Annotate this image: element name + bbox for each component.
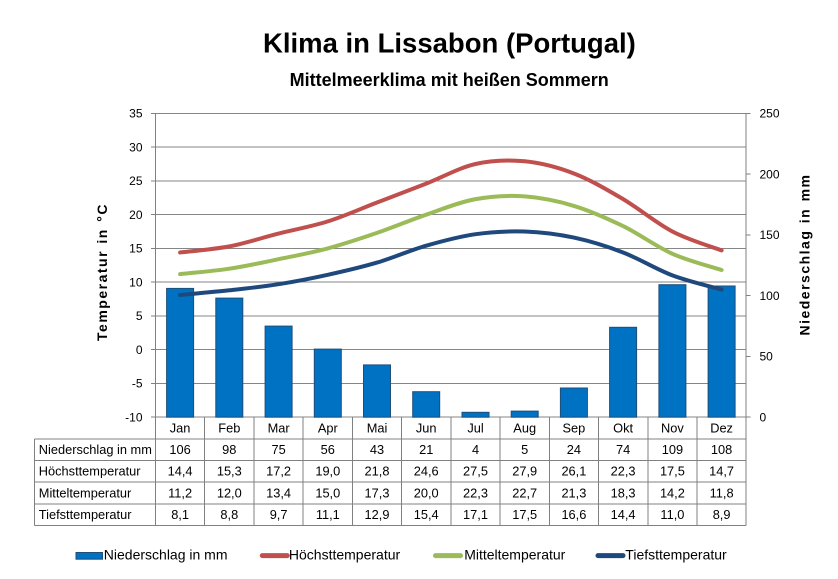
svg-text:150: 150 — [760, 228, 780, 242]
svg-text:15: 15 — [129, 242, 143, 256]
svg-text:Niederschlag in mm: Niederschlag in mm — [39, 442, 152, 457]
svg-text:Tiefsttemperatur: Tiefsttemperatur — [625, 547, 727, 563]
svg-text:Klima in Lissabon (Portugal): Klima in Lissabon (Portugal) — [263, 28, 636, 59]
svg-text:Mitteltemperatur: Mitteltemperatur — [39, 485, 132, 500]
svg-text:Niederschlag in mm: Niederschlag in mm — [797, 173, 813, 335]
svg-text:106: 106 — [169, 442, 190, 457]
svg-text:11,2: 11,2 — [168, 485, 192, 500]
svg-text:Apr: Apr — [318, 420, 339, 435]
svg-text:Nov: Nov — [661, 420, 684, 435]
svg-text:13,4: 13,4 — [266, 485, 291, 500]
svg-text:-10: -10 — [125, 411, 143, 425]
svg-text:12,0: 12,0 — [217, 485, 242, 500]
svg-text:74: 74 — [616, 442, 630, 457]
svg-text:Temperatur in °C: Temperatur in °C — [94, 203, 110, 341]
svg-text:21,8: 21,8 — [365, 464, 390, 479]
svg-text:50: 50 — [760, 350, 774, 364]
svg-text:15,3: 15,3 — [217, 464, 242, 479]
svg-text:11,0: 11,0 — [660, 507, 684, 522]
svg-text:25: 25 — [129, 174, 143, 188]
svg-text:56: 56 — [321, 442, 335, 457]
svg-text:100: 100 — [760, 289, 780, 303]
svg-text:15,0: 15,0 — [315, 485, 340, 500]
svg-text:27,5: 27,5 — [463, 464, 488, 479]
svg-text:26,1: 26,1 — [561, 464, 586, 479]
svg-text:43: 43 — [370, 442, 384, 457]
svg-text:10: 10 — [129, 276, 143, 290]
svg-text:Okt: Okt — [613, 420, 633, 435]
svg-text:200: 200 — [760, 168, 780, 182]
svg-text:4: 4 — [472, 442, 479, 457]
svg-text:Mar: Mar — [268, 420, 291, 435]
svg-text:22,7: 22,7 — [512, 485, 537, 500]
svg-text:20: 20 — [129, 208, 143, 222]
svg-text:5: 5 — [521, 442, 528, 457]
svg-text:Dez: Dez — [710, 420, 733, 435]
svg-text:15,4: 15,4 — [414, 507, 439, 522]
svg-text:17,5: 17,5 — [660, 464, 685, 479]
svg-text:0: 0 — [760, 411, 767, 425]
svg-text:24: 24 — [567, 442, 581, 457]
svg-text:11,8: 11,8 — [710, 485, 734, 500]
svg-text:Mittelmeerklima mit heißen Som: Mittelmeerklima mit heißen Sommern — [290, 70, 609, 90]
svg-text:98: 98 — [222, 442, 236, 457]
svg-text:Sep: Sep — [563, 420, 586, 435]
svg-text:22,3: 22,3 — [463, 485, 488, 500]
svg-text:109: 109 — [662, 442, 683, 457]
svg-text:250: 250 — [760, 107, 780, 121]
svg-text:Mitteltemperatur: Mitteltemperatur — [464, 547, 565, 563]
svg-text:21,3: 21,3 — [561, 485, 586, 500]
svg-text:Jul: Jul — [467, 420, 483, 435]
svg-text:21: 21 — [419, 442, 433, 457]
svg-text:12,9: 12,9 — [365, 507, 390, 522]
svg-text:Feb: Feb — [218, 420, 240, 435]
svg-text:17,2: 17,2 — [266, 464, 291, 479]
svg-text:17,1: 17,1 — [463, 507, 488, 522]
svg-text:17,5: 17,5 — [512, 507, 537, 522]
svg-text:Höchsttemperatur: Höchsttemperatur — [39, 464, 141, 479]
svg-text:14,4: 14,4 — [168, 464, 193, 479]
svg-text:14,2: 14,2 — [660, 485, 685, 500]
svg-text:Tiefsttemperatur: Tiefsttemperatur — [39, 507, 132, 522]
svg-text:14,7: 14,7 — [709, 464, 734, 479]
svg-text:-5: -5 — [132, 377, 143, 391]
svg-text:8,9: 8,9 — [713, 507, 731, 522]
svg-text:22,3: 22,3 — [611, 464, 636, 479]
svg-text:Niederschlag in mm: Niederschlag in mm — [104, 547, 228, 563]
svg-text:Mai: Mai — [367, 420, 388, 435]
svg-text:5: 5 — [136, 309, 143, 323]
svg-text:16,6: 16,6 — [561, 507, 586, 522]
svg-text:14,4: 14,4 — [611, 507, 636, 522]
svg-text:17,3: 17,3 — [365, 485, 390, 500]
svg-text:27,9: 27,9 — [512, 464, 537, 479]
svg-text:Jan: Jan — [170, 420, 191, 435]
svg-text:0: 0 — [136, 343, 143, 357]
svg-text:8,1: 8,1 — [171, 507, 189, 522]
svg-text:24,6: 24,6 — [414, 464, 439, 479]
svg-text:Jun: Jun — [416, 420, 437, 435]
svg-text:11,1: 11,1 — [316, 507, 340, 522]
svg-text:20,0: 20,0 — [414, 485, 439, 500]
svg-text:30: 30 — [129, 141, 143, 155]
svg-text:Höchsttemperatur: Höchsttemperatur — [289, 547, 401, 563]
svg-text:9,7: 9,7 — [270, 507, 288, 522]
svg-text:75: 75 — [271, 442, 285, 457]
svg-text:108: 108 — [711, 442, 732, 457]
svg-text:19,0: 19,0 — [315, 464, 340, 479]
svg-text:Aug: Aug — [513, 420, 536, 435]
svg-text:8,8: 8,8 — [220, 507, 238, 522]
svg-text:35: 35 — [129, 107, 143, 121]
svg-text:18,3: 18,3 — [611, 485, 636, 500]
